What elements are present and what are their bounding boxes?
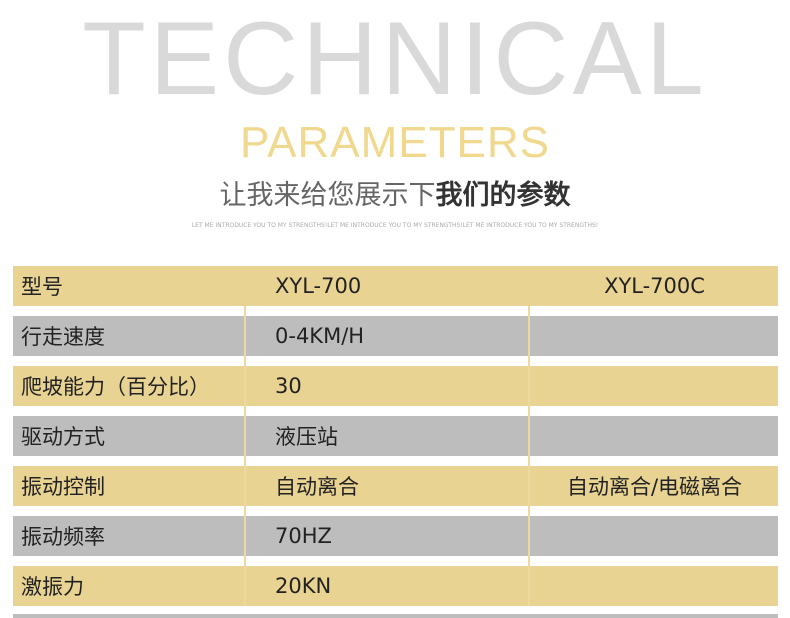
table-row: 振动频率 70HZ — [13, 516, 778, 556]
row-label: 振动频率 — [21, 525, 105, 549]
value-xyl-700c: 自动离合/电磁离合 — [566, 475, 743, 499]
table-bottom-edge — [13, 614, 778, 618]
parameters-title: PARAMETERS — [240, 118, 550, 167]
subtitle-bold: 我们的参数 — [435, 180, 571, 211]
table-row: 型号 XYL-700 XYL-700C — [13, 266, 778, 306]
table-row: 爬坡能力（百分比） 30 — [13, 366, 778, 406]
table-row: 激振力 20KN — [13, 566, 778, 606]
column-divider — [528, 306, 530, 606]
table-row: 驱动方式 液压站 — [13, 416, 778, 456]
subtitle: 让我来给您展示下我们的参数 — [0, 176, 790, 216]
row-label: 行走速度 — [21, 325, 105, 349]
row-label: 驱动方式 — [21, 425, 105, 449]
row-label: 爬坡能力（百分比） — [21, 375, 210, 399]
value-xyl-700: XYL-700 — [275, 274, 362, 298]
subtitle-normal: 让我来给您展示下 — [219, 180, 436, 211]
row-label: 激振力 — [21, 575, 84, 599]
row-label: 振动控制 — [21, 475, 105, 499]
value-xyl-700: 0-4KM/H — [275, 324, 365, 348]
tagline: LET ME INTRODUCE YOU TO MY STRENGTHS!LET… — [191, 222, 599, 229]
value-xyl-700: 30 — [275, 374, 302, 398]
value-xyl-700: 液压站 — [275, 425, 338, 449]
column-divider — [244, 306, 246, 606]
row-label: 型号 — [21, 275, 63, 299]
table-row: 行走速度 0-4KM/H — [13, 316, 778, 356]
value-xyl-700: 自动离合 — [275, 475, 359, 499]
value-xyl-700: 70HZ — [275, 524, 332, 548]
technical-bg-title: TECHNICAL — [82, 1, 708, 117]
value-xyl-700: 20KN — [275, 574, 332, 598]
value-xyl-700c: XYL-700C — [604, 274, 705, 298]
table-row: 振动控制 自动离合 自动离合/电磁离合 — [13, 466, 778, 506]
